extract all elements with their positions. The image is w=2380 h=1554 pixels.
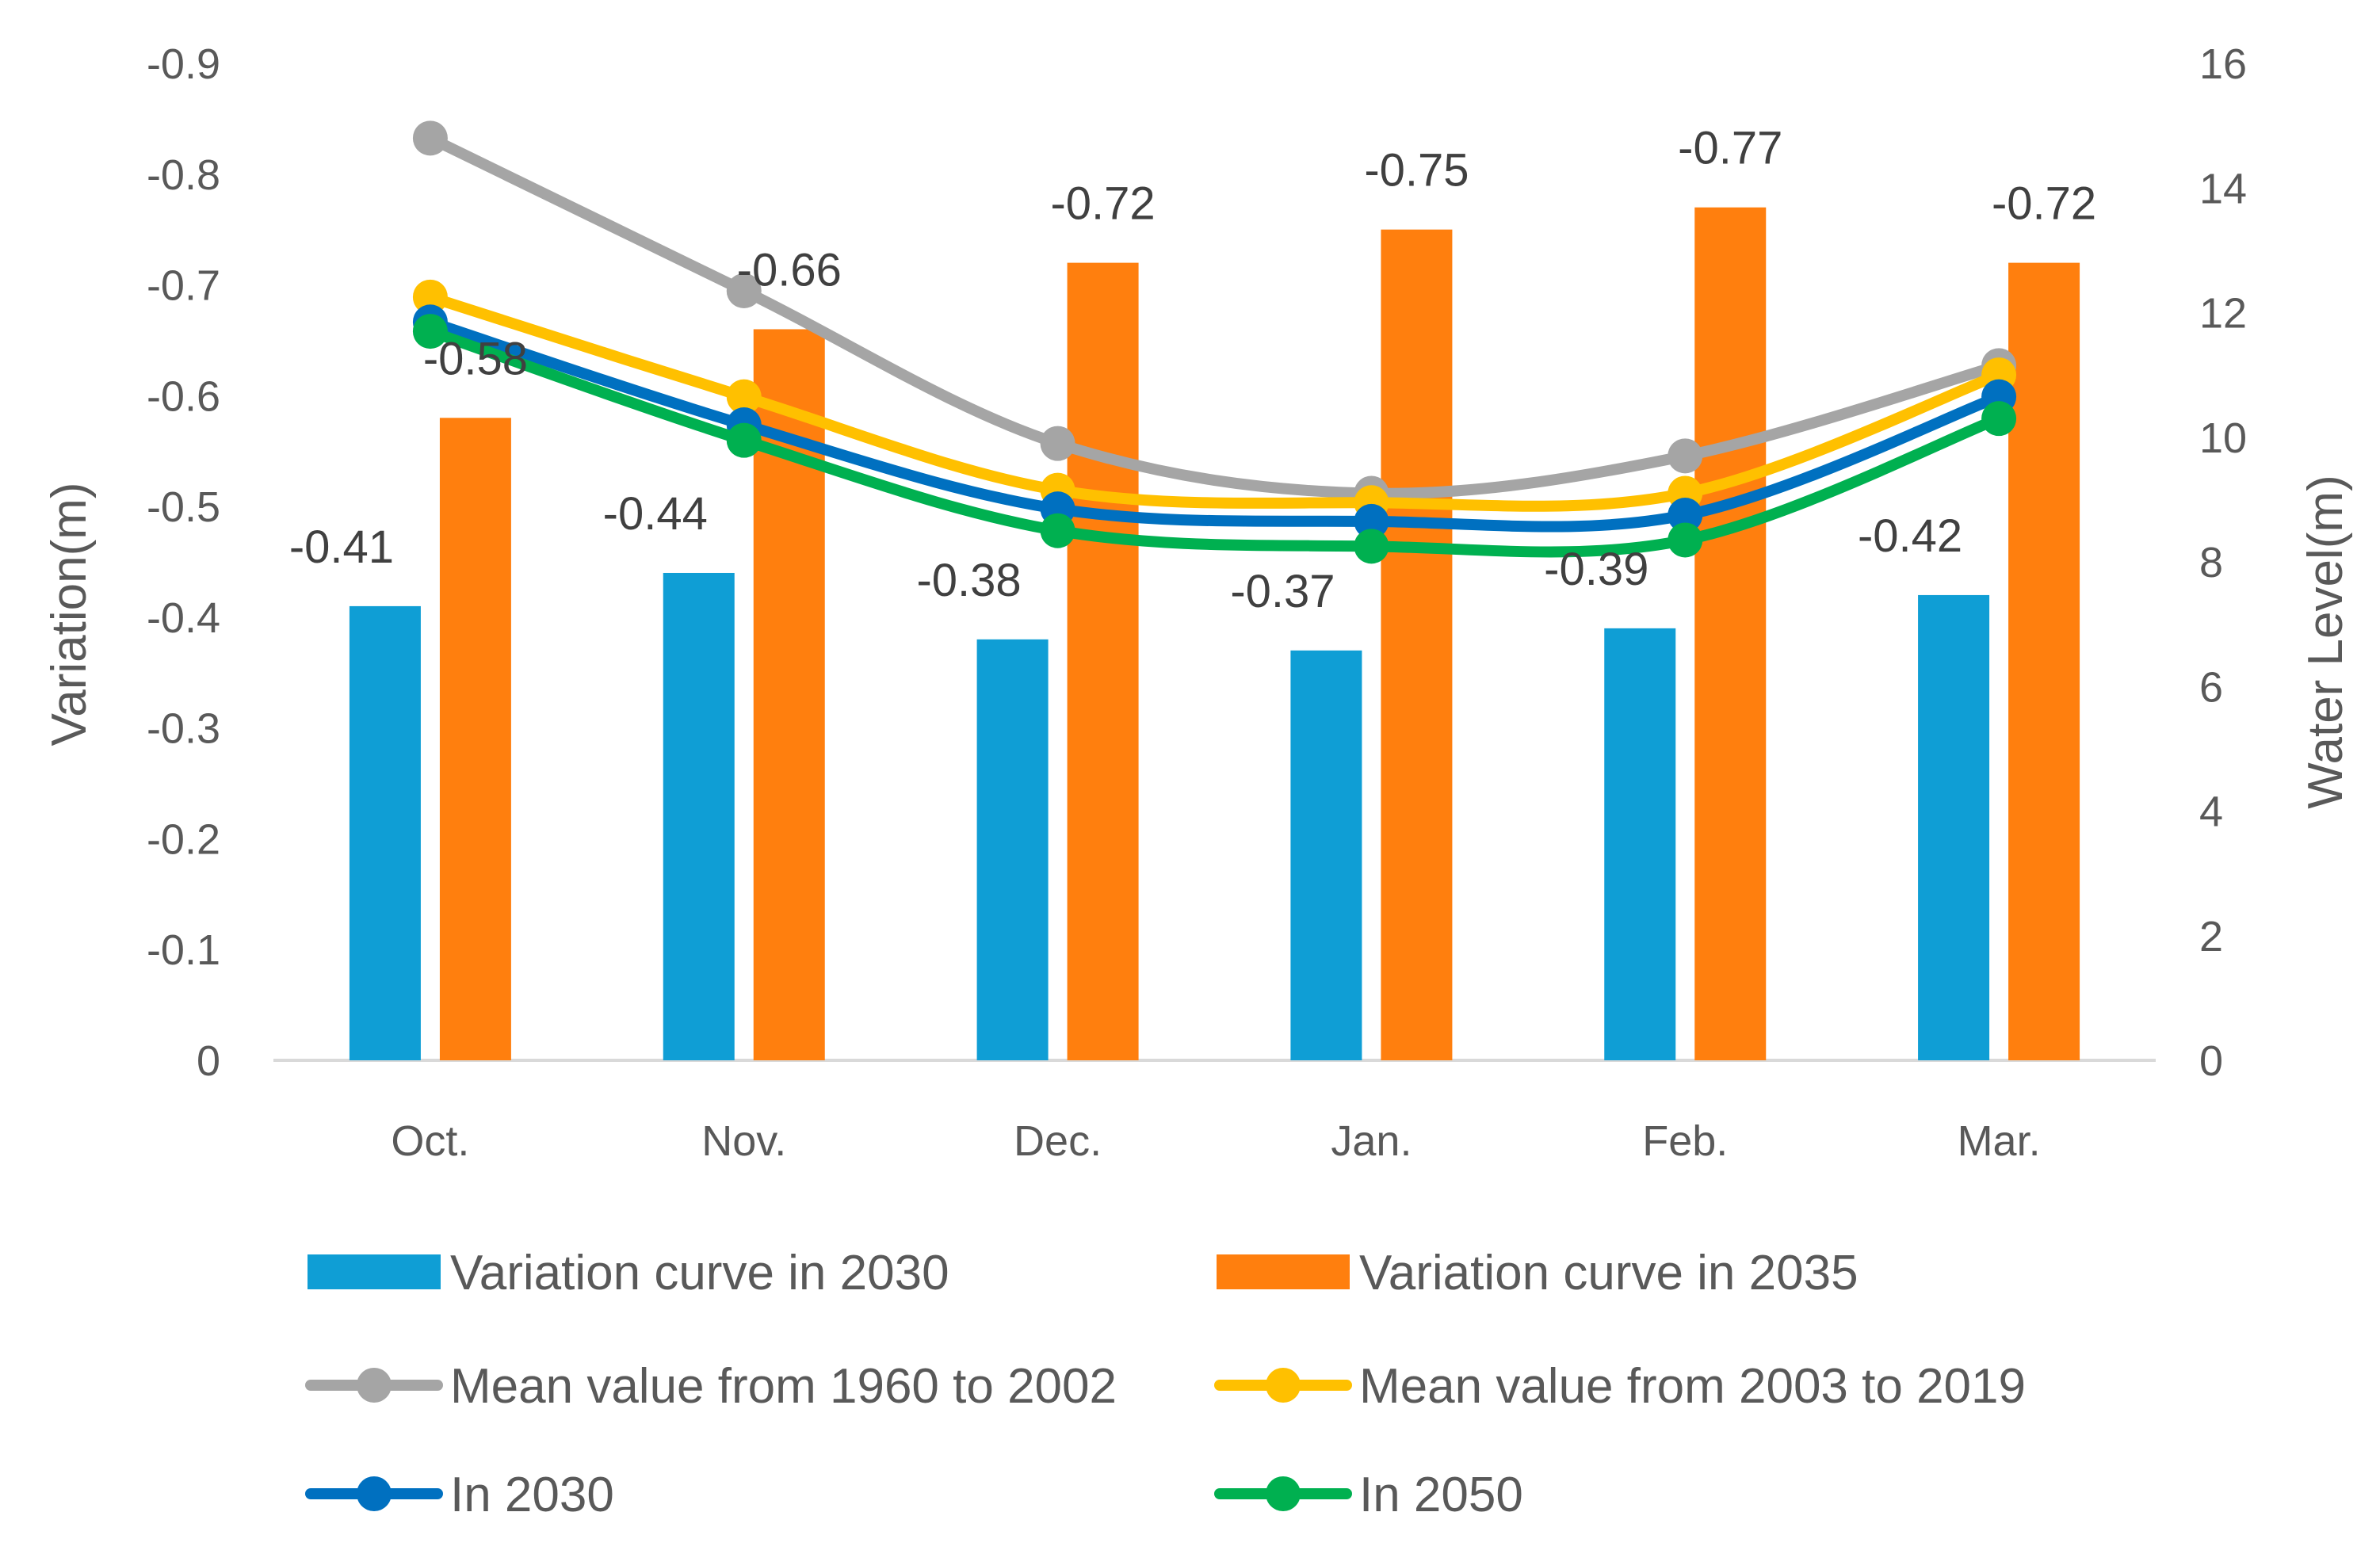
bar-2035 [1067,262,1139,1061]
right-axis-ticks: 16 14 12 10 8 6 4 2 0 [2199,40,2247,1085]
category-label: Nov. [701,1117,786,1165]
legend-entry: Variation curve in 2035 [1217,1246,1859,1300]
line-point [726,379,762,414]
bar-2030 [663,572,735,1060]
legend: Variation curve in 2030 Variation curve i… [305,1246,2026,1522]
legend-entry: In 2050 [1214,1468,1523,1522]
legend-swatch [308,1254,441,1289]
line-point [412,279,448,315]
bar-2030 [1918,594,1990,1060]
bar-data-label: -0.72 [1992,178,2096,230]
line-point [1354,529,1389,564]
bar-data-label: -0.72 [1050,178,1155,230]
right-tick-label: 4 [2199,788,2223,836]
category-label: Oct. [391,1117,469,1165]
legend-entry: In 2030 [305,1468,614,1522]
legend-entry: Mean value from 1960 to 2002 [305,1359,1117,1414]
bar-2035 [439,418,511,1060]
line-point [726,273,762,308]
bar-data-labels: -0.41 -0.44 -0.38 -0.37 -0.39 -0.42 -0.58 -0.66… [289,123,2096,617]
line-2050 [424,326,2005,558]
bar-2030 [349,605,421,1060]
legend-marker [1266,1368,1301,1403]
legend-label: Variation curve in 2030 [450,1246,949,1300]
left-tick-label: -0.1 [147,926,220,974]
legend-label: Variation curve in 2035 [1359,1246,1859,1300]
left-tick-label: -0.6 [147,372,220,420]
line-series-group [412,120,2017,564]
left-tick-label: -0.3 [147,705,220,753]
right-tick-label: 6 [2199,663,2223,711]
legend-marker [357,1476,392,1511]
line-point [1668,498,1703,533]
category-label: Jan. [1331,1117,1412,1165]
bar-2035 [1381,229,1453,1061]
right-tick-label: 14 [2199,165,2247,212]
bar-data-label: -0.44 [603,488,708,540]
bar-2035 [2008,262,2080,1061]
category-labels: Oct. Nov. Dec. Jan. Feb. Mar. [391,1117,2040,1165]
left-tick-label: 0 [197,1037,220,1085]
left-tick-label: -0.8 [147,151,220,199]
line-2030 [424,316,2005,533]
bar-data-label: -0.41 [289,521,394,573]
legend-entry: Mean value from 2003 to 2019 [1214,1359,2026,1414]
left-tick-label: -0.7 [147,262,220,310]
bar-2030 [976,639,1049,1060]
legend-marker [357,1368,392,1403]
left-axis-ticks: -0.9 -0.8 -0.7 -0.6 -0.5 -0.4 -0.3 -0.2 -0.1 0 [147,40,220,1085]
bar-data-label: -0.42 [1858,510,1962,562]
y2-axis-title: Water Level(m) [2298,475,2353,808]
right-tick-label: 2 [2199,913,2223,960]
bar-data-label: -0.38 [916,555,1021,606]
line-point [1040,513,1075,548]
right-tick-label: 12 [2199,290,2247,338]
legend-label: Mean value from 1960 to 2002 [450,1359,1117,1414]
bar-2035 [1694,207,1767,1060]
bar-data-label: -0.58 [423,333,528,384]
bar-data-label: -0.75 [1364,145,1469,197]
line-point [1668,522,1703,558]
category-label: Mar. [1958,1117,2041,1165]
bar-data-label: -0.37 [1230,566,1335,617]
line-point [726,422,762,458]
bar-data-label: -0.39 [1544,544,1648,595]
right-tick-label: 10 [2199,414,2247,462]
right-tick-label: 0 [2199,1037,2223,1085]
right-tick-label: 16 [2199,40,2247,88]
legend-label: Mean value from 2003 to 2019 [1359,1359,2026,1414]
legend-swatch [1217,1254,1350,1289]
category-label: Dec. [1014,1117,1102,1165]
line-point [412,314,448,349]
legend-marker [1266,1476,1301,1511]
bar-data-label: -0.77 [1678,123,1782,174]
line-mean-2003-2019 [424,291,2005,512]
y-axis-title: Variation(m) [42,482,97,746]
legend-entry: Variation curve in 2030 [308,1246,949,1300]
line-point [1668,438,1703,474]
legend-label: In 2050 [1359,1468,1523,1522]
bar-2030 [1604,628,1676,1060]
left-tick-label: -0.2 [147,815,220,863]
category-label: Feb. [1642,1117,1728,1165]
line-point [1354,503,1389,539]
bar-series-group [349,207,2080,1061]
line-point [412,120,448,156]
left-tick-label: -0.5 [147,483,220,531]
legend-label: In 2030 [450,1468,614,1522]
line-point [1981,401,2017,437]
line-mean-1960-2002 [424,132,2005,499]
bar-data-label: -0.66 [737,244,842,296]
bar-2030 [1290,650,1362,1060]
left-tick-label: -0.4 [147,594,220,642]
left-tick-label: -0.9 [147,40,220,88]
line-point [1040,426,1075,461]
right-tick-label: 8 [2199,539,2223,586]
